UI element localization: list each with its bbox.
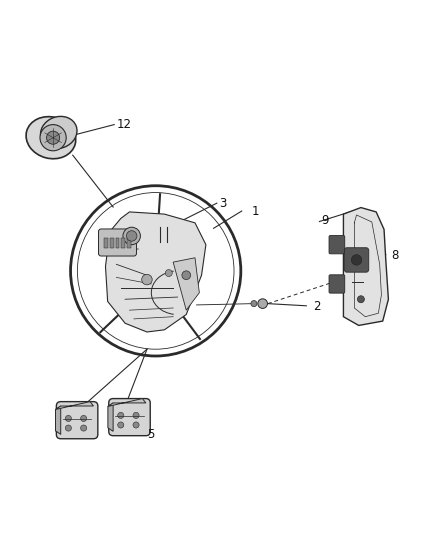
Bar — [121, 238, 125, 248]
Text: 2: 2 — [313, 300, 320, 313]
Circle shape — [357, 296, 364, 303]
Bar — [104, 238, 108, 248]
Bar — [116, 238, 120, 248]
Circle shape — [165, 270, 172, 277]
FancyBboxPatch shape — [109, 399, 150, 435]
Polygon shape — [56, 402, 93, 409]
Circle shape — [123, 227, 141, 245]
Circle shape — [65, 415, 71, 422]
Circle shape — [81, 415, 87, 422]
Polygon shape — [173, 258, 199, 310]
Circle shape — [133, 413, 139, 418]
FancyBboxPatch shape — [344, 248, 369, 272]
FancyBboxPatch shape — [57, 402, 98, 439]
Text: 5: 5 — [147, 428, 154, 441]
Polygon shape — [108, 403, 113, 431]
Circle shape — [127, 231, 137, 241]
Ellipse shape — [26, 117, 76, 159]
Bar — [110, 238, 114, 248]
Polygon shape — [343, 207, 389, 326]
Ellipse shape — [41, 116, 77, 149]
Text: 3: 3 — [219, 197, 226, 209]
Text: 1: 1 — [252, 205, 259, 219]
Circle shape — [133, 422, 139, 428]
Text: 8: 8 — [392, 249, 399, 262]
Circle shape — [118, 413, 124, 418]
FancyBboxPatch shape — [329, 275, 345, 293]
Circle shape — [118, 422, 124, 428]
Circle shape — [251, 301, 257, 306]
Circle shape — [65, 425, 71, 431]
Circle shape — [40, 125, 66, 151]
Polygon shape — [56, 406, 61, 434]
Text: 12: 12 — [117, 118, 131, 131]
Polygon shape — [106, 212, 206, 332]
Circle shape — [142, 274, 152, 285]
Circle shape — [81, 425, 87, 431]
Circle shape — [351, 255, 362, 265]
FancyBboxPatch shape — [329, 236, 345, 254]
Text: 9: 9 — [321, 214, 329, 227]
Bar — [127, 238, 131, 248]
FancyBboxPatch shape — [99, 229, 137, 256]
Circle shape — [182, 271, 191, 280]
Circle shape — [258, 299, 268, 309]
Circle shape — [46, 131, 60, 144]
Polygon shape — [108, 399, 146, 407]
